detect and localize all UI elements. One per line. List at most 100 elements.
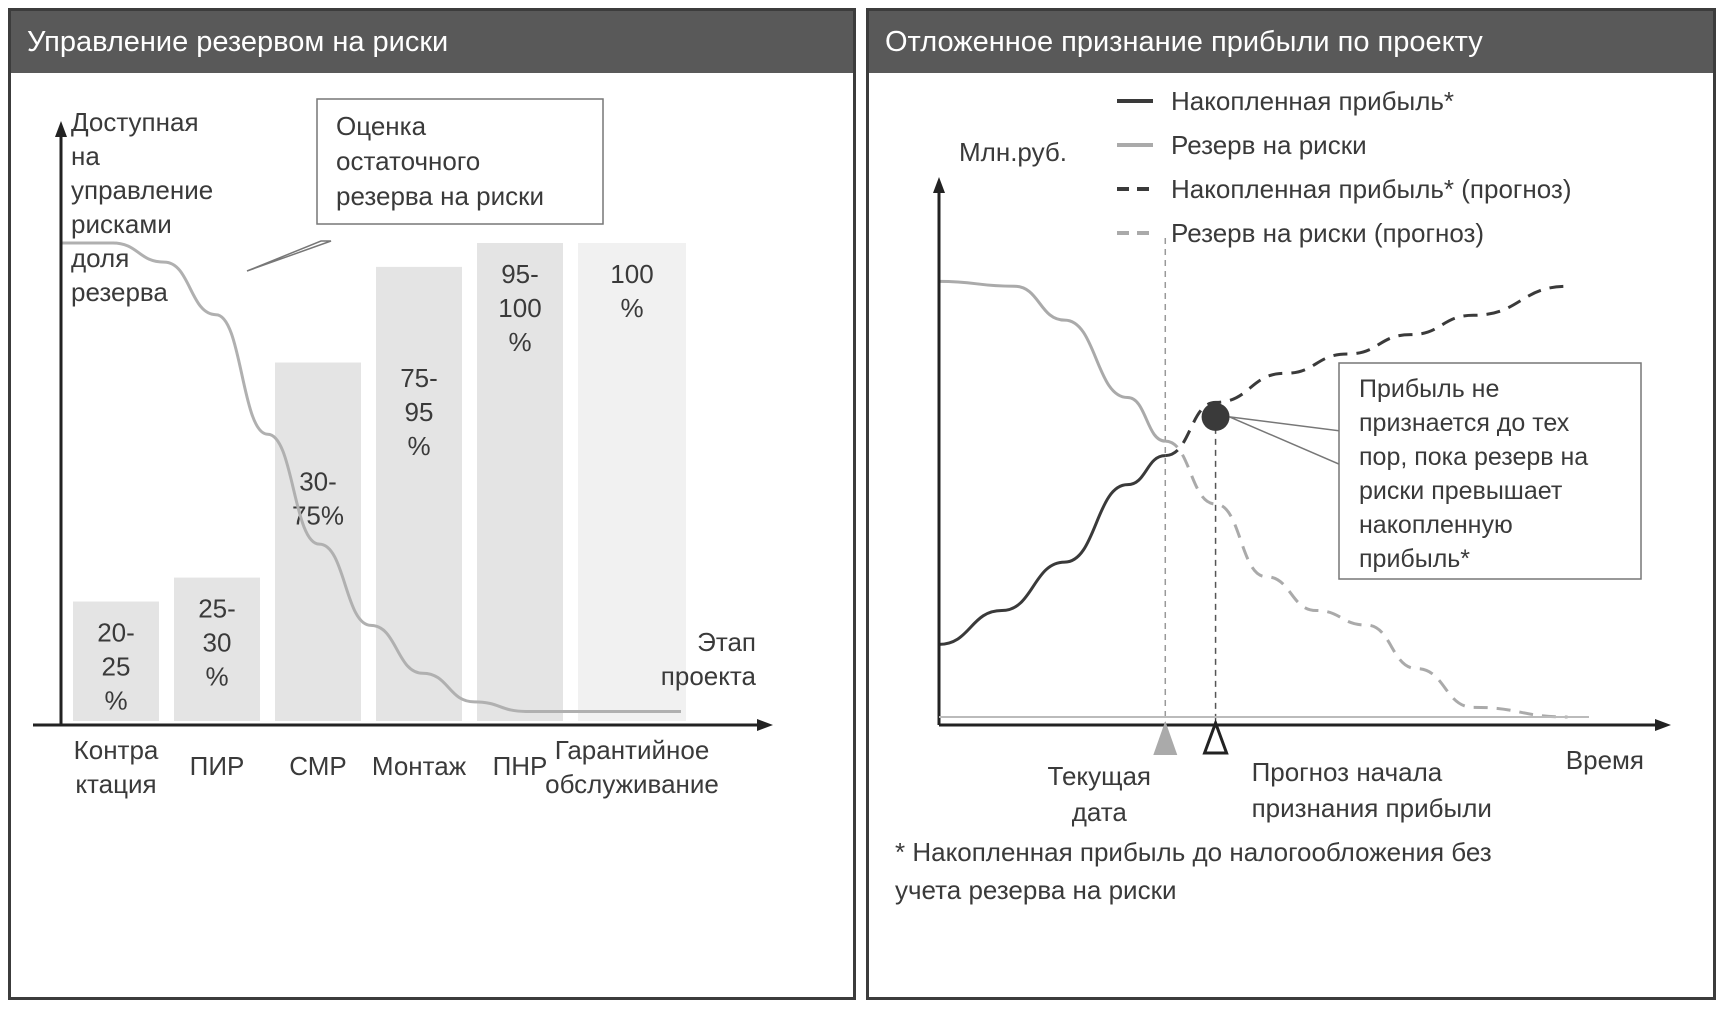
right-panel: Отложенное признание прибыли по проекту …	[866, 8, 1716, 1000]
text-line: %	[205, 662, 228, 692]
left-y-axis-arrow-icon	[55, 121, 67, 137]
text-line: Оценка	[336, 111, 427, 141]
text-line: 100	[610, 259, 653, 289]
text-line: признается до тех	[1359, 409, 1570, 437]
left-callout-text: Оценка остаточного резерва на риски	[336, 111, 544, 211]
category-label: ПНР	[493, 751, 548, 781]
text-line: накопленную	[1359, 511, 1513, 539]
text-line: %	[104, 686, 127, 716]
right-x-axis-arrow-icon	[1655, 719, 1671, 731]
series-line	[1165, 439, 1568, 719]
text-line: остаточного	[336, 146, 480, 176]
text-line: Монтаж	[372, 751, 467, 781]
text-line: ктация	[75, 769, 156, 799]
text-line: Контра	[74, 735, 159, 765]
legend-label: Накопленная прибыль* (прогноз)	[1171, 174, 1572, 204]
text-line: Текущая	[1048, 761, 1151, 791]
text-line: 30	[203, 628, 232, 658]
bar-value-label: 20- 25%	[97, 618, 135, 716]
right-chart: Накопленная прибыль* Резерв на риски Накоп…	[895, 86, 1671, 905]
bar-value-label: 100%	[610, 259, 653, 323]
text-line: %	[620, 293, 643, 323]
text-line: 25	[102, 652, 131, 682]
text-line: %	[508, 327, 531, 357]
text-line: обслуживание	[545, 769, 719, 799]
text-line: Этап	[697, 627, 756, 657]
left-y-axis-label: Доступная на управление рисками доля резерва	[71, 107, 213, 307]
text-line: 95	[405, 397, 434, 427]
text-line: Доступная	[71, 107, 199, 137]
text-line: Гарантийное	[555, 735, 710, 765]
text-line: резерва	[71, 277, 168, 307]
text-line: доля	[71, 243, 129, 273]
left-callout-pointer	[246, 240, 332, 272]
series-line	[938, 279, 1166, 443]
text-line: 95-	[501, 259, 539, 289]
legend-label: Резерв на риски	[1171, 130, 1367, 160]
reserve-curve-group	[61, 241, 681, 713]
text-line: Прибыль не	[1359, 375, 1499, 403]
text-line: 20-	[97, 618, 135, 648]
text-line: рисками	[71, 209, 172, 239]
category-label: Монтаж	[372, 751, 467, 781]
text-line: 100	[498, 293, 541, 323]
series-line	[1165, 284, 1568, 458]
series-line	[938, 454, 1166, 646]
forecast-marker-icon	[1202, 718, 1229, 755]
right-y-axis-label: Млн.руб.	[959, 137, 1067, 167]
bar	[73, 601, 159, 721]
text-line: 75-	[400, 363, 438, 393]
left-panel-title: Управление резервом на риски	[11, 11, 853, 73]
text-line: признания прибыли	[1252, 793, 1492, 823]
right-callout-box	[1338, 362, 1642, 580]
lines-group	[938, 279, 1568, 719]
text-line: на	[71, 141, 100, 171]
bar-value-label: 75- 95%	[400, 363, 438, 461]
text-line: 25-	[198, 594, 236, 624]
text-line: резерва на риски	[336, 181, 544, 211]
reserve-curve	[61, 241, 681, 713]
category-label: Контра ктация	[74, 735, 159, 799]
legend: Накопленная прибыль* Резерв на риски Накоп…	[1117, 86, 1572, 248]
text-line: проекта	[661, 661, 757, 691]
bar-value-label: 25- 30%	[198, 594, 236, 692]
category-label: СМР	[289, 751, 346, 781]
bar	[174, 577, 260, 721]
footnote: * Накопленная прибыль до налогообложения…	[895, 837, 1492, 905]
legend-label: Накопленная прибыль*	[1171, 86, 1454, 116]
bar	[477, 243, 563, 721]
right-panel-title: Отложенное признание прибыли по проекту	[869, 11, 1713, 73]
text-line: 30-	[299, 467, 337, 497]
text-line: прибыль*	[1359, 545, 1470, 573]
right-y-axis-arrow-icon	[933, 177, 945, 193]
category-label: ПИР	[190, 751, 245, 781]
text-line: учета резерва на риски	[895, 875, 1176, 905]
text-line: Прогноз начала	[1252, 757, 1443, 787]
forecast-label: Прогноз начала признания прибыли	[1252, 757, 1492, 823]
text-line: дата	[1072, 797, 1128, 827]
left-callout-box	[316, 98, 604, 225]
current-date-label: Текущая дата	[1048, 761, 1151, 827]
text-line: %	[407, 431, 430, 461]
bar	[376, 266, 462, 721]
left-x-axis-label: Этап проекта	[661, 627, 757, 691]
right-x-axis-label: Время	[1566, 745, 1644, 775]
legend-label: Резерв на риски (прогноз)	[1171, 218, 1484, 248]
left-panel: Управление резервом на риски 20- 25% 25- 30…	[8, 8, 856, 1000]
text-line: управление	[71, 175, 213, 205]
current-date-marker-icon	[1153, 721, 1178, 755]
text-line: ПИР	[190, 751, 245, 781]
text-line: риски превышает	[1359, 477, 1563, 505]
bar-value-label: 95- 100%	[498, 259, 541, 357]
left-x-axis-arrow-icon	[757, 719, 773, 731]
bar	[578, 243, 686, 721]
text-line: * Накопленная прибыль до налогообложения…	[895, 837, 1492, 867]
bars-group: 20-25 %25-30 %30-75%75-95 %95-100 %100%	[73, 243, 686, 721]
text-line: пор, пока резерв на	[1359, 443, 1588, 471]
right-callout-text: Прибыль не признается до тех пор, пока рез…	[1359, 375, 1588, 573]
text-line: ПНР	[493, 751, 548, 781]
bar	[275, 362, 361, 721]
right-callout-pointer	[1229, 416, 1342, 467]
text-line: СМР	[289, 751, 346, 781]
